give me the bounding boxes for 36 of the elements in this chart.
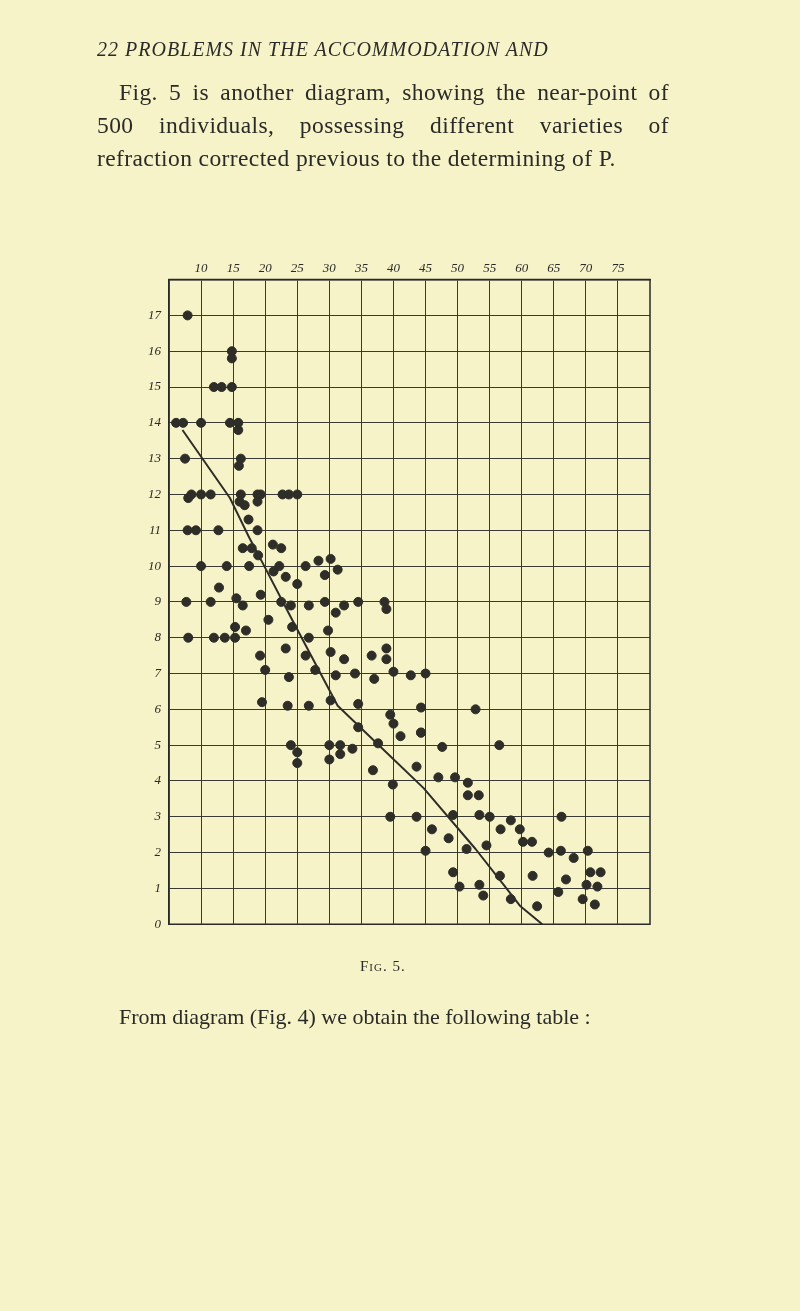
y-tick-label: 0 <box>154 915 162 931</box>
x-tick-label: 65 <box>547 260 561 276</box>
y-tick-label: 10 <box>148 557 162 573</box>
x-tick-label: 75 <box>611 260 625 276</box>
caption: Fig. 5. <box>360 958 406 975</box>
y-tick-label: 7 <box>154 664 162 680</box>
caption: Fig. 5 is another diagram, showing the near-point of 500 individuals, possessing different varieties of refraction corrected previous to the determining of P. <box>97 78 669 173</box>
y-tick-label: 9 <box>154 593 162 609</box>
y-tick-label: 3 <box>153 808 162 824</box>
x-tick-label: 45 <box>419 260 433 276</box>
y-tick-label: 11 <box>148 521 161 537</box>
text: From diagram (Fig. 4) we obtain the following table : <box>118 1003 592 1031</box>
y-tick-label: 12 <box>148 485 162 501</box>
y-tick-label: 14 <box>148 414 162 430</box>
y-tick-label: 5 <box>154 736 162 752</box>
y-tick-label: 16 <box>148 342 162 358</box>
text: 22 PROBLEMS IN THE ACCOMMODATION AND <box>97 38 549 61</box>
x-tick-label: 35 <box>353 260 369 276</box>
x-tick-label: 55 <box>483 260 497 276</box>
y-tick-label: 6 <box>154 700 162 716</box>
y-tick-label: 15 <box>148 378 162 394</box>
x-tick-label: 25 <box>290 260 305 276</box>
y-tick-label: 2 <box>154 844 162 859</box>
y-tick-label: 8 <box>154 629 162 645</box>
y-tick-label: 13 <box>148 450 162 466</box>
y-tick-label: 17 <box>148 306 162 322</box>
x-tick-label: 50 <box>451 260 465 276</box>
x-tick-label: 30 <box>321 260 337 276</box>
y-tick-label: 1 <box>154 879 161 895</box>
x-tick-label: 15 <box>226 260 241 276</box>
x-tick-label: 10 <box>194 260 209 276</box>
x-tick-label: 40 <box>386 260 401 276</box>
y-tick-label: 4 <box>154 772 162 788</box>
x-tick-label: 70 <box>579 260 593 276</box>
x-tick-label: 60 <box>515 260 529 276</box>
x-tick-label: 20 <box>258 260 273 276</box>
